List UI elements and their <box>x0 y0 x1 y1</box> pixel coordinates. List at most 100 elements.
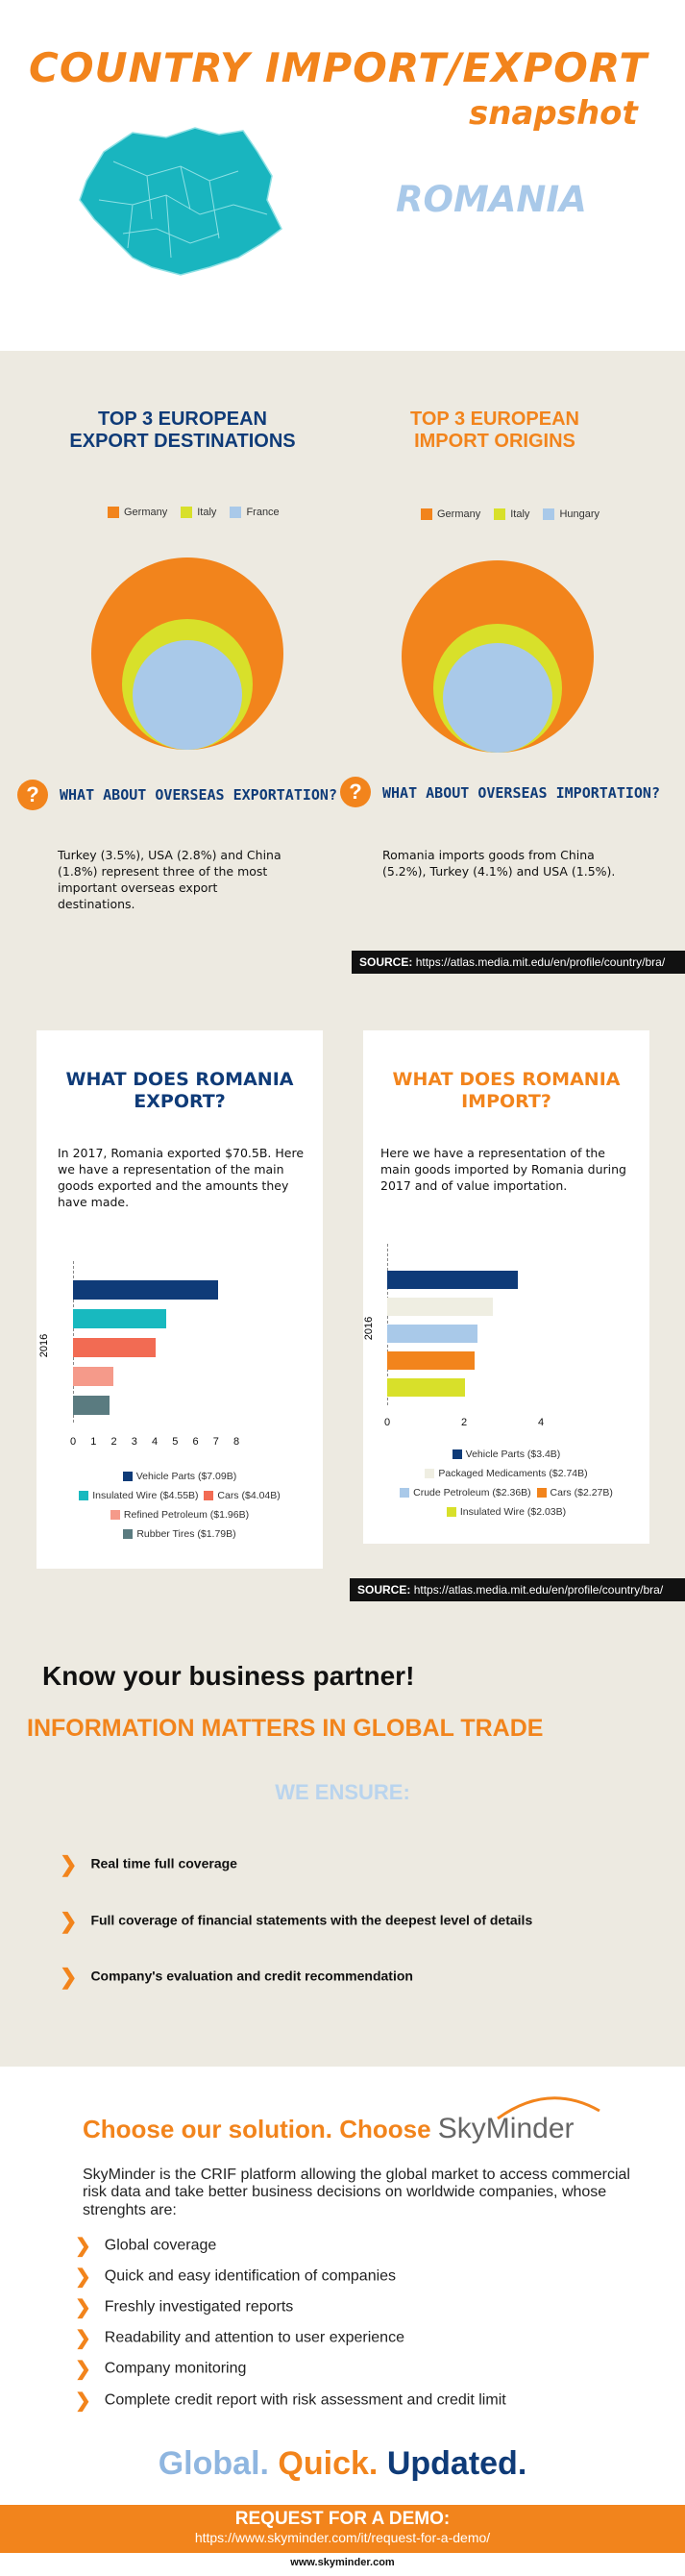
source-link[interactable]: https://atlas.media.mit.edu/en/profile/c… <box>415 955 666 969</box>
legend-item: Rubber Tires ($1.79B) <box>123 1528 236 1540</box>
feature-item: ❯ Global coverage <box>75 2236 217 2257</box>
x-tick-label: 1 <box>90 1436 97 1448</box>
overseas-export-question: WHAT ABOUT OVERSEAS EXPORTATION? <box>60 786 337 804</box>
demo-banner[interactable]: REQUEST FOR A DEMO: https://www.skyminde… <box>0 2505 685 2553</box>
bar <box>73 1338 156 1357</box>
header: COUNTRY IMPORT/EXPORT snapshot ROMANIA <box>0 0 685 351</box>
france-circle <box>133 640 242 750</box>
solution-headline: Choose our solution. Choose SkyMinder <box>83 2096 600 2145</box>
goods-section: WHAT DOES ROMANIA EXPORT? In 2017, Roman… <box>0 980 685 1615</box>
import-goods-text: Here we have a representation of the mai… <box>380 1146 626 1193</box>
export-bar-chart: 2016 0 1 2 3 4 5 6 7 8 Vehicle Parts ($7.09B) In… <box>37 1261 323 1540</box>
page-subtitle: snapshot <box>469 94 638 133</box>
skyminder-logo: SkyMinder <box>438 2096 600 2144</box>
logo-arc-icon <box>496 2096 600 2120</box>
import-circles-chart <box>402 560 594 753</box>
legend-item: Packaged Medicaments ($2.74B) <box>425 1468 588 1479</box>
export-chart-legend: Vehicle Parts ($7.09B) Insulated Wire ($… <box>37 1468 323 1545</box>
chevron-right-icon: ❯ <box>75 2297 91 2318</box>
bar <box>387 1271 518 1289</box>
x-tick-label: 5 <box>172 1436 179 1448</box>
bar <box>387 1378 466 1397</box>
ensure-headline: Know your business partner! <box>42 1661 415 1691</box>
chevron-right-icon: ❯ <box>60 1852 78 1876</box>
overseas-import-question: WHAT ABOUT OVERSEAS IMPORTATION? <box>382 784 660 802</box>
page-title: COUNTRY IMPORT/EXPORT <box>29 44 648 91</box>
feature-item: ❯ Complete credit report with risk assess… <box>75 2390 506 2412</box>
ensure-item: ❯ Full coverage of financial statements w… <box>60 1909 533 1933</box>
legend-item: France <box>230 507 280 519</box>
x-tick-label: 4 <box>538 1417 545 1428</box>
solution-section: Choose our solution. Choose SkyMinder Sk… <box>0 2067 685 2505</box>
source-note: SOURCE: https://atlas.media.mit.edu/en/p… <box>352 951 685 974</box>
overseas-import-text: Romania imports goods from China (5.2%),… <box>382 848 616 879</box>
website-link[interactable]: www.skyminder.com <box>290 2557 395 2568</box>
export-destinations-title: TOP 3 EUROPEAN EXPORT DESTINATIONS <box>69 409 296 452</box>
legend-item: Cars ($4.04B) <box>204 1490 281 1501</box>
x-tick-label: 7 <box>212 1436 219 1448</box>
export-goods-title: WHAT DOES ROMANIA EXPORT? <box>65 1069 294 1112</box>
bar <box>387 1298 493 1316</box>
we-ensure-label: WE ENSURE: <box>275 1780 410 1804</box>
chevron-right-icon: ❯ <box>75 2328 91 2349</box>
chevron-right-icon: ❯ <box>60 1965 78 1989</box>
export-circles-chart <box>91 557 283 750</box>
source-link[interactable]: https://atlas.media.mit.edu/en/profile/c… <box>413 1583 664 1597</box>
legend-item: Cars ($2.27B) <box>536 1487 613 1499</box>
ensure-item: ❯ Real time full coverage <box>60 1852 237 1876</box>
solution-description: SkyMinder is the CRIF platform allowing … <box>83 2167 630 2218</box>
overseas-export-text: Turkey (3.5%), USA (2.8%) and China (1.8… <box>58 848 281 911</box>
x-tick-label: 6 <box>192 1436 199 1448</box>
import-chart-legend: Vehicle Parts ($3.4B) Packaged Medicamen… <box>363 1446 649 1523</box>
feature-item: ❯ Freshly investigated reports <box>75 2297 294 2318</box>
import-goods-title: WHAT DOES ROMANIA IMPORT? <box>392 1069 621 1112</box>
import-bar-chart: 2016 0 2 4 Vehicle Parts ($3.4B) Packaged … <box>363 1244 649 1532</box>
y-axis-label: 2016 <box>363 1316 376 1341</box>
import-legend: Germany Italy Hungary <box>421 508 599 521</box>
demo-title: REQUEST FOR A DEMO: <box>234 2509 451 2529</box>
ensure-subheadline: INFORMATION MATTERS IN GLOBAL TRADE <box>27 1715 544 1742</box>
question-icon: ? <box>17 780 48 810</box>
question-icon: ? <box>340 777 371 807</box>
import-origins-title: TOP 3 EUROPEAN IMPORT ORIGINS <box>410 409 579 452</box>
legend-item: Germany <box>421 508 480 521</box>
x-tick-label: 0 <box>70 1436 77 1448</box>
bar <box>73 1367 113 1386</box>
chevron-right-icon: ❯ <box>75 2390 91 2412</box>
x-tick-label: 0 <box>384 1417 391 1428</box>
feature-item: ❯ Company monitoring <box>75 2359 247 2380</box>
hungary-circle <box>443 643 552 753</box>
demo-link[interactable]: https://www.skyminder.com/it/request-for… <box>194 2530 491 2545</box>
legend-item: Italy <box>494 508 529 521</box>
bar <box>73 1396 110 1415</box>
chevron-right-icon: ❯ <box>75 2359 91 2380</box>
slogan: Global. Quick. Updated. <box>158 2445 527 2482</box>
romania-map-icon <box>79 127 282 276</box>
bar <box>387 1325 478 1343</box>
chevron-right-icon: ❯ <box>75 2266 91 2288</box>
x-tick-label: 3 <box>131 1436 137 1448</box>
x-tick-label: 8 <box>233 1436 240 1448</box>
legend-item: Vehicle Parts ($3.4B) <box>452 1449 560 1460</box>
bar <box>73 1280 218 1300</box>
country-name: ROMANIA <box>396 179 587 220</box>
x-tick-label: 4 <box>152 1436 159 1448</box>
chevron-right-icon: ❯ <box>75 2236 91 2257</box>
bar <box>387 1351 475 1370</box>
x-tick-label: 2 <box>461 1417 468 1428</box>
legend-item: Insulated Wire ($4.55B) <box>79 1490 199 1501</box>
legend-item: Vehicle Parts ($7.09B) <box>122 1471 236 1482</box>
chevron-right-icon: ❯ <box>60 1909 78 1933</box>
y-axis-label: 2016 <box>38 1333 51 1358</box>
source-note: SOURCE: https://atlas.media.mit.edu/en/p… <box>350 1578 685 1601</box>
x-tick-label: 2 <box>110 1436 117 1448</box>
legend-item: Refined Petroleum ($1.96B) <box>110 1509 249 1521</box>
export-goods-card: WHAT DOES ROMANIA EXPORT? In 2017, Roman… <box>37 1030 323 1569</box>
feature-item: ❯ Quick and easy identification of compan… <box>75 2266 397 2288</box>
feature-item: ❯ Readability and attention to user exper… <box>75 2328 404 2349</box>
ensure-section: Know your business partner! INFORMATION … <box>0 1615 685 2067</box>
export-goods-text: In 2017, Romania exported $70.5B. Here w… <box>58 1146 305 1209</box>
destinations-section: TOP 3 EUROPEAN EXPORT DESTINATIONS Germa… <box>0 351 685 980</box>
legend-item: Germany <box>108 507 167 519</box>
export-legend: Germany Italy France <box>108 507 280 519</box>
